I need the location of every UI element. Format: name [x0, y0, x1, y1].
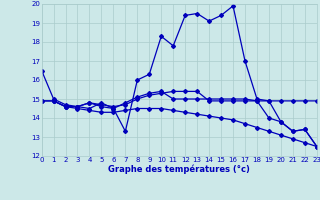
X-axis label: Graphe des températures (°c): Graphe des températures (°c) [108, 165, 250, 174]
